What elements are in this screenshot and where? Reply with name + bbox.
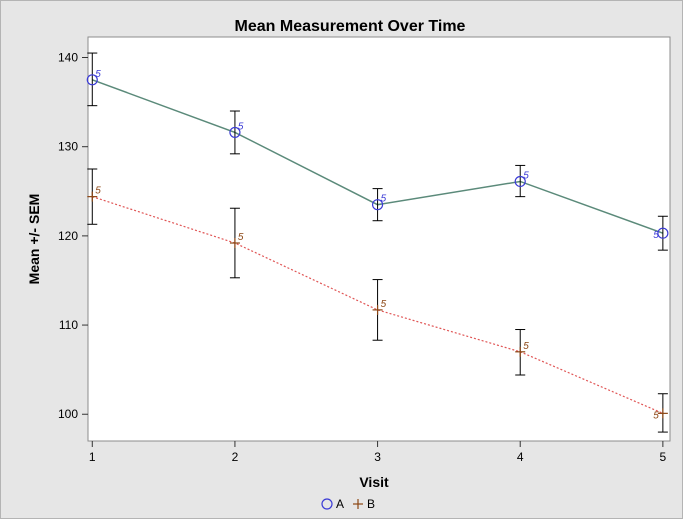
data-point — [87, 191, 98, 202]
series-B: 5 5 5 5 5 — [87, 168, 668, 433]
legend-item-B: B — [353, 497, 375, 511]
data-point — [515, 346, 526, 357]
x-tick-label: 3 — [374, 450, 381, 464]
n-label: 5 — [238, 121, 244, 132]
n-label: 5 — [238, 232, 244, 243]
n-label: 5 — [95, 69, 101, 80]
x-tick-label: 1 — [89, 450, 96, 464]
data-point — [229, 238, 240, 249]
y-tick-label: 130 — [58, 140, 78, 154]
series-line — [92, 196, 664, 414]
n-label: 5 — [381, 299, 387, 310]
n-label: 5 — [95, 186, 101, 197]
n-label: 5 — [523, 170, 529, 181]
legend-item-A: A — [321, 497, 344, 511]
y-tick-label: 110 — [59, 318, 78, 332]
y-tick-label: 100 — [58, 407, 78, 421]
axes: 1 2 3 4 5 100 110 120 130 140 — [58, 51, 667, 464]
x-axis-label: Visit — [359, 474, 389, 490]
x-tick-label: 4 — [517, 450, 524, 464]
legend-symbol — [353, 499, 363, 509]
data-point — [372, 304, 383, 315]
data-point — [657, 227, 669, 239]
legend-symbol — [321, 498, 333, 510]
legend-label: B — [367, 497, 375, 511]
chart-title: Mean Measurement Over Time — [235, 18, 466, 35]
data-point — [86, 74, 98, 86]
data-point — [514, 175, 526, 188]
series-layer: 5 5 5 5 5 5 5 5 5 5 — [86, 52, 669, 433]
y-tick-label: 120 — [58, 229, 78, 243]
y-axis-label: Mean +/- SEM — [26, 194, 42, 285]
n-label: 5 — [381, 194, 387, 205]
n-label: 5 — [653, 230, 659, 241]
x-tick-label: 2 — [232, 450, 239, 464]
x-tick-label: 5 — [660, 450, 667, 464]
plot-area — [87, 36, 671, 442]
data-point — [371, 199, 384, 211]
data-point — [229, 126, 241, 139]
y-tick-label: 140 — [58, 51, 78, 65]
series-A: 5 5 5 5 5 — [86, 52, 669, 251]
n-label: 5 — [523, 341, 529, 352]
data-point — [657, 408, 668, 419]
n-label: 5 — [653, 410, 659, 421]
legend-label: A — [336, 497, 344, 511]
